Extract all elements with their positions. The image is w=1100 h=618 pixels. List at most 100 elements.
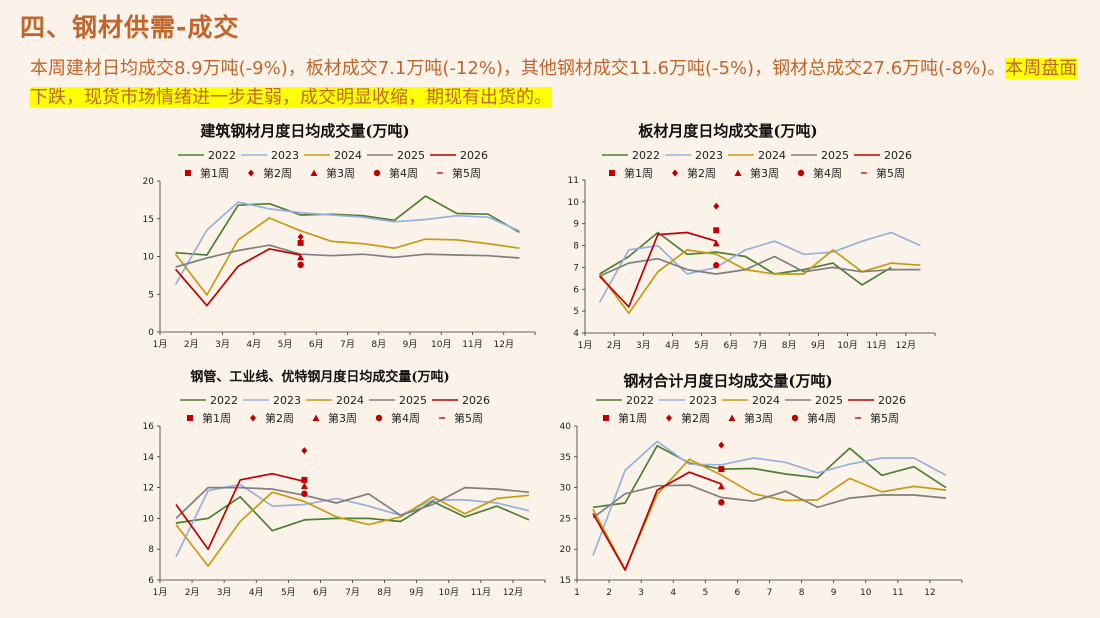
y-tick-label: 10: [143, 514, 155, 524]
x-tick-label: 5月: [694, 340, 709, 351]
y-tick-label: 7: [573, 263, 579, 273]
legend-label-2022: 2022: [208, 149, 236, 162]
legend-label-week2: 第2周: [687, 166, 716, 180]
legend-marker-week3: [728, 414, 736, 421]
x-tick-label: 3月: [215, 339, 230, 350]
legend-marker-week1: [609, 170, 615, 176]
legend-label-week3: 第3周: [326, 166, 355, 180]
week1-marker: [297, 239, 304, 246]
legend-marker-week3: [312, 414, 320, 421]
legend-label-2023: 2023: [689, 394, 717, 407]
chart-svg: 板材月度日均成交量(万吨) 2022 2023 2024 2025 2026 第1周 第2周 第…: [568, 122, 936, 351]
y-tick-label: 5: [148, 290, 154, 300]
series-line-2024: [175, 491, 530, 567]
legend-label-2023: 2023: [695, 149, 723, 162]
x-tick-label: 11: [892, 588, 903, 598]
week2-marker: [713, 202, 720, 210]
y-tick-label: 25: [560, 514, 571, 524]
legend-label-week5: 第5周: [452, 166, 481, 180]
y-tick-label: 10: [568, 198, 580, 208]
x-tick-label: 7月: [340, 339, 355, 350]
legend-marker-week2: [250, 414, 256, 422]
legend-marker-week2: [666, 414, 672, 422]
x-tick-label: 11月: [866, 340, 886, 351]
legend-label-week5: 第5周: [870, 411, 899, 425]
week4-marker: [718, 499, 725, 506]
x-tick-label: 3: [638, 588, 644, 598]
x-tick-label: 10: [860, 588, 872, 598]
legend-label-week4: 第4周: [391, 411, 420, 425]
legend-label-2024: 2024: [752, 394, 780, 407]
legend-label-2025: 2025: [821, 149, 849, 162]
x-tick-label: 6月: [309, 339, 324, 350]
legend-marker-week1: [185, 170, 191, 176]
legend-label-2023: 2023: [273, 394, 301, 407]
x-tick-label: 9月: [403, 339, 418, 350]
chart-panel-total-steel: 钢材合计月度日均成交量(万吨) 2022 2023 2024 2025 2026 第1周 第2…: [560, 365, 980, 605]
series-line-2026: [175, 472, 305, 551]
legend-label-week1: 第1周: [624, 166, 653, 180]
x-tick-label: 2月: [184, 339, 199, 350]
chart-svg: 建筑钢材月度日均成交量(万吨) 2022 2023 2024 2025 2026 第1周 第2…: [143, 122, 536, 350]
y-tick-label: 8: [148, 545, 154, 555]
y-tick-label: 30: [560, 484, 572, 494]
y-tick-label: 20: [560, 545, 572, 555]
x-tick-label: 12月: [503, 587, 523, 598]
chart-panel-pipe-wire-special-steel: 钢管、工业线、优特钢月度日均成交量(万吨) 2022 2023 2024 2025 202…: [140, 365, 560, 605]
x-tick-label: 9: [831, 588, 837, 598]
chart-panel-construction-steel: 建筑钢材月度日均成交量(万吨) 2022 2023 2024 2025 2026 第1周 第2…: [140, 115, 560, 360]
x-tick-label: 4: [670, 588, 676, 598]
y-tick-label: 40: [560, 422, 572, 432]
x-tick-label: 7月: [345, 587, 360, 598]
legend-label-week2: 第2周: [263, 166, 292, 180]
x-tick-label: 6月: [313, 587, 328, 598]
y-tick-label: 8: [573, 242, 579, 252]
y-tick-label: 0: [148, 328, 154, 338]
week3-marker: [297, 253, 305, 261]
x-tick-label: 12月: [896, 340, 916, 351]
legend-marker-week2: [248, 169, 254, 177]
x-tick-label: 1月: [153, 339, 168, 350]
legend-label-week3: 第3周: [744, 411, 773, 425]
legend-marker-week4: [791, 414, 799, 422]
legend-label-2022: 2022: [632, 149, 660, 162]
legend-label-2026: 2026: [462, 394, 490, 407]
series-line-2024: [592, 458, 947, 571]
x-tick-label: 8月: [371, 339, 386, 350]
legend-label-2026: 2026: [460, 149, 488, 162]
legend-marker-week1: [187, 415, 193, 421]
x-tick-label: 4月: [249, 587, 264, 598]
x-tick-label: 12月: [494, 339, 514, 350]
week1-marker: [301, 476, 308, 483]
x-tick-label: 3月: [636, 340, 651, 351]
legend-label-2022: 2022: [626, 394, 654, 407]
series-line-2022: [599, 231, 892, 286]
x-tick-label: 2月: [607, 340, 622, 351]
week4-marker: [713, 262, 720, 269]
legend-label-2026: 2026: [878, 394, 906, 407]
x-tick-label: 11月: [462, 339, 482, 350]
legend-label-week5: 第5周: [454, 411, 483, 425]
week2-marker: [301, 447, 308, 455]
legend-label-2024: 2024: [336, 394, 364, 407]
series-line-2025: [599, 255, 921, 277]
x-tick-label: 9月: [811, 340, 826, 351]
series-line-2024: [598, 249, 921, 315]
series-line-2023: [592, 440, 947, 556]
x-tick-label: 8月: [782, 340, 797, 351]
x-tick-label: 4月: [665, 340, 680, 351]
y-tick-label: 4: [573, 329, 579, 339]
legend-marker-week1: [603, 415, 609, 421]
series-line-2022: [175, 495, 530, 532]
x-tick-label: 9月: [409, 587, 424, 598]
x-tick-label: 6: [735, 588, 741, 598]
x-tick-label: 10月: [439, 587, 459, 598]
week4-marker: [301, 490, 308, 497]
series-line-2023: [174, 201, 520, 285]
summary-plain: 本周建材日均成交8.9万吨(-9%)，板材成交7.1万吨(-12%)，其他钢材成…: [30, 58, 1006, 79]
week3-marker: [300, 482, 308, 490]
chart-title: 建筑钢材月度日均成交量(万吨): [200, 122, 409, 140]
y-tick-label: 20: [143, 177, 155, 187]
series-line-2023: [598, 231, 921, 303]
legend-label-week4: 第4周: [389, 166, 418, 180]
